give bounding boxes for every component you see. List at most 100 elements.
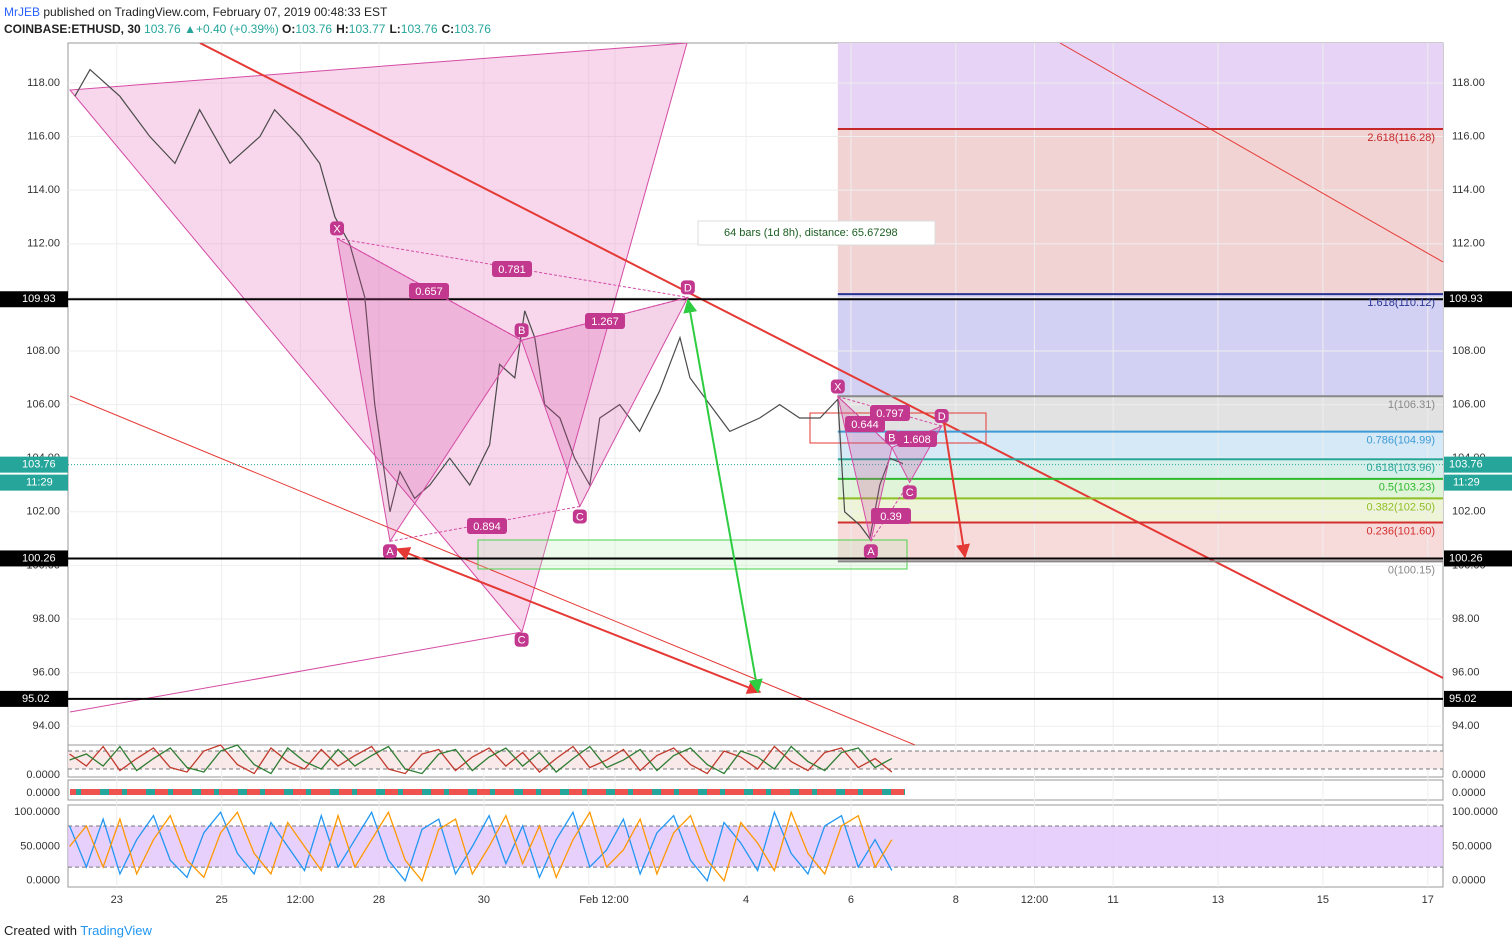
- ratio-label: 0.644: [851, 419, 879, 431]
- level-label: 95.02: [1449, 693, 1477, 705]
- pattern-point: [680, 280, 695, 295]
- price-tag: [1444, 456, 1512, 473]
- level-label: 109.93: [22, 293, 56, 305]
- ratio-tag: [897, 431, 937, 447]
- fib-band: [837, 478, 1443, 499]
- pattern-point: [330, 221, 345, 236]
- ratio-label: 0.657: [415, 286, 443, 298]
- pattern-point-label: C: [518, 635, 526, 647]
- price-label: 103.76: [1449, 459, 1483, 471]
- level-label: 100.26: [22, 552, 56, 564]
- level-tag: [0, 690, 68, 707]
- x-tick-label: Feb: [579, 894, 598, 906]
- pattern-point: [572, 509, 587, 524]
- ohlc: O:103.76 H:103.77 L:103.76 C:103.76: [282, 22, 495, 36]
- zone-box: [477, 539, 908, 570]
- y-tick-label: 114.00: [1452, 184, 1485, 196]
- x-tick-label: 25: [216, 894, 228, 906]
- pattern-point: [830, 379, 845, 394]
- x-tick-label: 15: [1317, 894, 1329, 906]
- ratio-label: 0.797: [876, 408, 904, 420]
- pattern-point: [514, 323, 529, 338]
- level-label: 95.02: [22, 693, 50, 705]
- fib-label: 0.5(103.23): [1379, 482, 1435, 494]
- fib-band: [837, 459, 1443, 479]
- header-line: MrJEB published on TradingView.com, Febr…: [4, 5, 387, 19]
- pattern-point-label: D: [684, 282, 692, 294]
- y-tick-label: 50.0000: [1452, 840, 1492, 852]
- y-tick-label: 0.0000: [1452, 787, 1486, 799]
- ratio-label: 0.781: [498, 264, 526, 276]
- y-tick-label: 98.00: [1452, 613, 1480, 625]
- ratio-label: 0.894: [473, 521, 501, 533]
- osc-line: [69, 744, 893, 775]
- ohlc-label: H:: [336, 22, 349, 36]
- y-tick-label: 112.00: [27, 238, 60, 250]
- y-tick-label: 106.00: [1452, 398, 1486, 410]
- y-tick-label: 116.00: [27, 130, 60, 142]
- level-tag: [0, 291, 68, 308]
- level-label: 100.26: [1449, 552, 1483, 564]
- fib-label: 0.786(104.99): [1367, 435, 1436, 447]
- brand[interactable]: TradingView: [80, 923, 152, 938]
- osc-line: [69, 810, 893, 883]
- created: Created with: [4, 923, 77, 938]
- price-label: 103.76: [22, 459, 56, 471]
- ratio-tag: [492, 261, 532, 277]
- fib-band: [837, 431, 1443, 460]
- ohlc-label: L:: [389, 22, 401, 36]
- arrows: [395, 220, 970, 694]
- y-tick-label: 96.00: [32, 667, 60, 679]
- published: published on TradingView.com, February 0…: [43, 5, 388, 19]
- osc-line: [68, 810, 893, 883]
- fib-label: 0.382(102.50): [1367, 501, 1436, 513]
- y-tick-label: 108.00: [26, 345, 60, 357]
- pattern-point: [863, 544, 878, 559]
- x-tick-label: 11: [1107, 894, 1118, 906]
- osc-band: [68, 751, 1443, 770]
- countdown-label: 11:29: [1453, 477, 1480, 489]
- fib-label: 0(100.15): [1388, 564, 1435, 576]
- change: +0.40 (+0.39%): [195, 22, 279, 36]
- level-tag: [1444, 550, 1512, 567]
- chart: 64 bars (1d 8h), distance: 65.67298 23 25…: [0, 42, 1512, 906]
- pattern-point-label: B: [518, 325, 525, 337]
- pattern-point: [884, 430, 899, 445]
- y-tick-label: 0.0000: [26, 875, 60, 887]
- fib-label: 1.618(110.12): [1367, 297, 1435, 309]
- ratio-tag: [467, 518, 507, 534]
- x-tick-label: 12:00: [1021, 894, 1049, 906]
- trend-line: [199, 43, 1443, 679]
- y-tick-label: 116.00: [1452, 130, 1485, 142]
- y-tick-label: 112.00: [1452, 238, 1485, 250]
- pattern-point: [382, 544, 397, 559]
- countdown-label: 11:29: [26, 477, 53, 489]
- ohlc-value: 103.76: [295, 22, 333, 36]
- y-tick-label: 108.00: [1452, 345, 1486, 357]
- footer: Created with TradingView: [4, 923, 152, 938]
- ratio-label: 0.39: [880, 511, 901, 523]
- pattern-point: [514, 632, 529, 647]
- ohlc-value: 103.76: [400, 22, 438, 36]
- author[interactable]: MrJEB: [4, 5, 40, 19]
- level-tag: [0, 550, 68, 567]
- trend-strip: [70, 789, 905, 795]
- y-tick-label: 106.00: [26, 398, 60, 410]
- symbol-line: COINBASE:ETHUSD, 30 103.76 ▲+0.40 (+0.39…: [4, 22, 495, 36]
- ohlc-label: O:: [282, 22, 296, 36]
- y-tick-label: 94.00: [32, 720, 60, 732]
- trend-line: [1059, 43, 1443, 263]
- ohlc-label: C:: [441, 22, 455, 36]
- y-tick-label: 94.00: [1452, 720, 1480, 732]
- fib-label: 2.618(116.28): [1367, 132, 1435, 144]
- pattern-point-label: X: [333, 223, 341, 235]
- pattern-point-label: C: [906, 487, 914, 499]
- y-tick-label: 0.0000: [1452, 875, 1486, 887]
- y-tick-label: 50.0000: [20, 840, 60, 852]
- ratio-label: 1.267: [591, 316, 619, 328]
- level-tag: [1444, 291, 1512, 308]
- countdown-tag: [1444, 474, 1512, 491]
- x-tick-label: 30: [478, 894, 490, 906]
- fib-label: 1(106.31): [1388, 399, 1435, 411]
